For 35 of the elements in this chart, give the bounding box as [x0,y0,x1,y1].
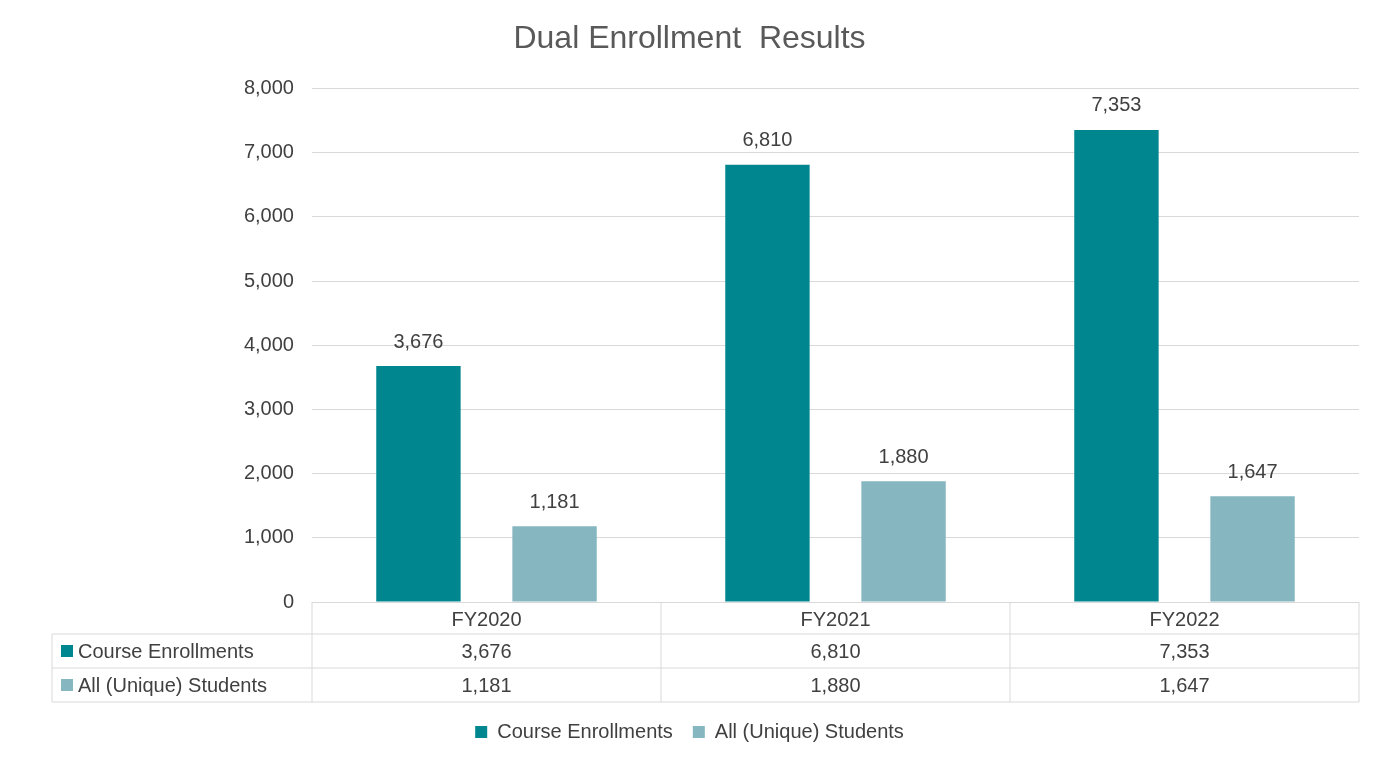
data-label: 3,676 [460,639,513,663]
data-label: 6,810 [809,639,862,663]
text: 6,810 [742,128,793,151]
text: 1,647 [1227,459,1278,482]
data-label: 7,353 [1158,639,1211,663]
chart-title: Dual Enrollment Results [513,19,866,56]
data-label: 1,880 [809,673,862,697]
text: 3,676 [393,329,444,352]
data-label: 1,647 [1158,673,1211,697]
bar [1074,129,1159,602]
x-tick-label: FY2020 [451,607,522,630]
bar [861,481,946,602]
text: All (Unique) Students [78,674,267,696]
text: 1,181 [529,489,580,512]
y-tick-label: 3,000 [243,396,294,419]
data-label: 1,181 [460,673,513,697]
text: 7,353 [1091,93,1142,116]
y-tick-label: 5,000 [243,268,294,291]
y-tick-label: 4,000 [243,332,294,355]
y-tick-label: 8,000 [243,75,294,98]
x-tick-label: FY2022 [1149,607,1220,630]
legend-label: Course Enrollments [497,719,673,742]
y-tick-label: 7,000 [243,140,294,163]
x-tick-label: FY2021 [800,607,871,630]
bar [1210,496,1295,602]
legend-label: All (Unique) Students [714,719,904,742]
y-tick-label: 0 [282,589,294,612]
bar [512,526,597,602]
bar [725,164,810,602]
y-tick-label: 1,000 [243,525,294,548]
y-tick-label: 2,000 [243,461,294,484]
bar [376,366,461,602]
text: Course Enrollments [78,640,254,662]
y-tick-label: 6,000 [243,204,294,227]
text: 1,880 [878,444,929,467]
